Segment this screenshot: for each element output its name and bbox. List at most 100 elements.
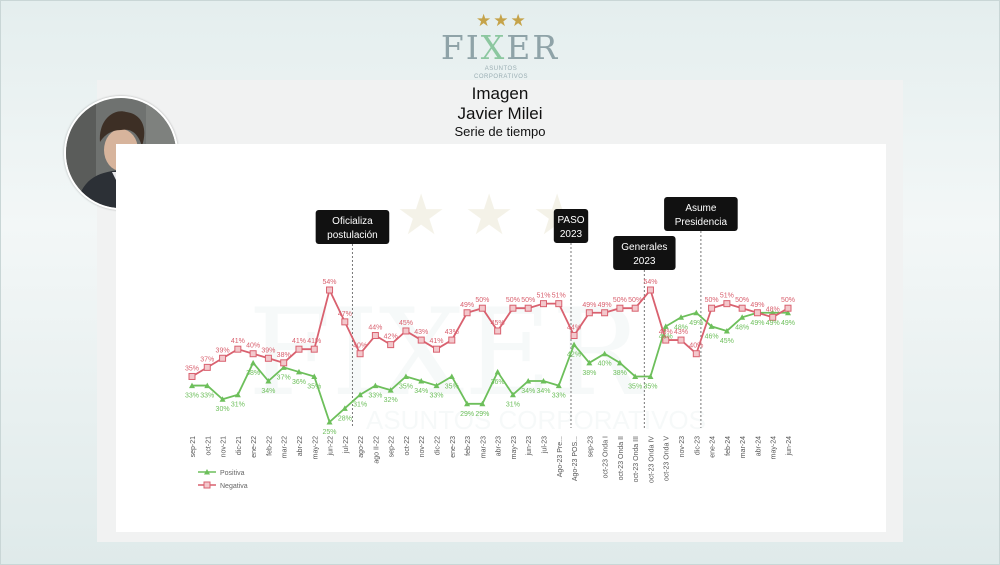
data-label-positiva: 38%: [246, 370, 260, 377]
data-label-positiva: 32%: [384, 397, 398, 404]
data-point-positiva: [387, 387, 394, 393]
annotation-text: postulación: [327, 230, 378, 241]
annotation-text: Asume: [685, 203, 717, 214]
data-point-positiva: [418, 378, 425, 384]
data-point-negativa: [784, 304, 792, 312]
data-point-negativa: [616, 304, 624, 312]
x-tick-label: jul-22: [343, 436, 350, 454]
data-point-positiva: [464, 400, 471, 407]
data-label-negativa: 44%: [368, 325, 382, 332]
data-point-negativa: [417, 336, 425, 344]
data-point-negativa: [753, 309, 761, 317]
data-point-negativa: [769, 313, 777, 321]
data-point-positiva: [555, 382, 562, 389]
data-label-negativa: 43%: [674, 329, 688, 336]
data-label-positiva: 29%: [475, 411, 489, 418]
data-label-positiva: 38%: [582, 370, 596, 377]
data-label-negativa: 48%: [766, 306, 780, 313]
data-point-positiva: [647, 373, 654, 379]
x-tick-label: oct-23 Onda II: [618, 436, 625, 480]
x-tick-label: feb-22: [266, 436, 273, 456]
annotation-box: [315, 210, 390, 244]
data-point-positiva: [250, 359, 257, 366]
chart-caption: Serie de tiempo: [454, 124, 546, 139]
data-point-positiva: [693, 309, 700, 316]
data-label-positiva: 33%: [368, 393, 382, 400]
data-point-negativa: [356, 350, 364, 358]
data-point-negativa: [494, 327, 502, 335]
data-point-negativa: [539, 300, 547, 308]
x-tick-label: mar-23: [480, 436, 487, 458]
data-label-negativa: 41%: [430, 338, 444, 345]
data-label-negativa: 39%: [261, 347, 275, 354]
data-point-positiva: [494, 368, 501, 375]
data-point-negativa: [708, 304, 716, 312]
logo-subtitle: ASUNTOS CORPORATIVOS: [474, 66, 528, 80]
legend-label-negativa: Negativa: [220, 483, 248, 490]
data-label-positiva: 46%: [705, 333, 719, 340]
x-tick-label: oct-23 Onda IV: [648, 436, 655, 483]
data-label-negativa: 40%: [246, 343, 260, 350]
data-point-positiva: [571, 341, 578, 348]
data-label-positiva: 49%: [781, 320, 795, 327]
data-point-negativa: [601, 309, 609, 317]
data-point-negativa: [433, 345, 441, 353]
data-label-positiva: 35%: [307, 383, 321, 390]
data-point-negativa: [310, 345, 318, 353]
data-label-negativa: 51%: [552, 293, 566, 300]
x-tick-label: jun-22: [328, 436, 335, 457]
x-tick-label: dic-22: [435, 436, 442, 455]
x-tick-label: dic-21: [236, 436, 243, 455]
data-point-positiva: [601, 350, 608, 357]
data-label-positiva: 25%: [323, 429, 337, 436]
data-point-positiva: [785, 309, 791, 316]
data-label-positiva: 49%: [766, 320, 780, 327]
data-point-negativa: [326, 286, 334, 294]
data-label-positiva: 31%: [231, 402, 245, 409]
legend-marker: [203, 481, 211, 489]
x-tick-label: jun-23: [526, 436, 533, 457]
data-point-negativa: [188, 372, 196, 380]
data-point-negativa: [341, 318, 349, 326]
x-tick-label: sep-22: [389, 436, 396, 458]
data-label-positiva: 49%: [750, 320, 764, 327]
data-label-negativa: 49%: [750, 302, 764, 309]
data-point-negativa: [280, 359, 288, 367]
legend-label-positiva: Positiva: [220, 470, 245, 477]
data-point-positiva: [448, 373, 455, 379]
data-label-positiva: 48%: [735, 324, 749, 331]
data-label-negativa: 35%: [185, 365, 199, 372]
annotation-box: [553, 209, 589, 243]
data-point-positiva: [265, 378, 272, 384]
data-label-positiva: 35%: [445, 383, 459, 390]
data-label-negativa: 51%: [720, 293, 734, 300]
svg-text:★ ★ ★: ★ ★ ★: [396, 183, 582, 248]
logo-wordmark: FIXER: [440, 28, 560, 67]
x-tick-label: ago-22: [358, 436, 365, 458]
data-point-positiva: [632, 373, 639, 379]
data-label-positiva: 49%: [689, 320, 703, 327]
x-tick-label: ago II-22: [373, 436, 380, 464]
x-tick-label: nov-23: [679, 436, 686, 458]
data-point-negativa: [264, 354, 272, 362]
data-point-negativa: [585, 309, 593, 317]
series-line-negativa: [191, 287, 789, 378]
data-point-positiva: [204, 382, 211, 389]
data-label-negativa: 50%: [506, 297, 520, 304]
x-tick-label: jul-23: [541, 436, 548, 454]
data-point-negativa: [570, 332, 578, 340]
data-point-positiva: [295, 368, 302, 375]
data-point-positiva: [723, 327, 730, 334]
data-label-positiva: 40%: [598, 361, 612, 368]
svg-text:ASUNTOS CORPORATIVOS: ASUNTOS CORPORATIVOS: [366, 405, 706, 435]
data-label-negativa: 45%: [491, 320, 505, 327]
x-tick-label: mar-24: [740, 436, 747, 458]
data-label-negativa: 40%: [353, 343, 367, 350]
x-tick-label: Ago-23 Pre...: [557, 436, 564, 477]
data-point-positiva: [372, 382, 379, 389]
data-label-negativa: 41%: [307, 338, 321, 345]
data-label-negativa: 50%: [705, 297, 719, 304]
data-label-positiva: 34%: [536, 388, 550, 395]
data-point-negativa: [478, 304, 486, 312]
data-point-positiva: [739, 314, 746, 320]
